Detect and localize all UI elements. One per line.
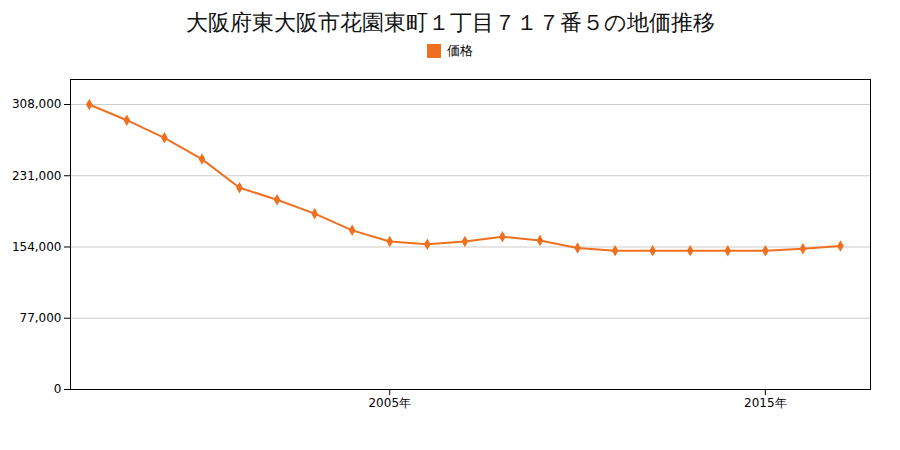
- svg-text:231,000: 231,000: [12, 169, 62, 183]
- svg-text:2015年: 2015年: [744, 396, 787, 410]
- html-text:価格: 価格: [447, 43, 473, 58]
- svg-text:154,000: 154,000: [12, 240, 62, 254]
- svg-text:2005年: 2005年: [368, 396, 411, 410]
- svg-text:77,000: 77,000: [20, 311, 62, 325]
- svg-text:0: 0: [54, 382, 62, 396]
- svg-text:308,000: 308,000: [12, 97, 62, 111]
- html-text:大阪府東大阪市花園東町１丁目７１７番５の地価推移: 大阪府東大阪市花園東町１丁目７１７番５の地価推移: [185, 10, 715, 35]
